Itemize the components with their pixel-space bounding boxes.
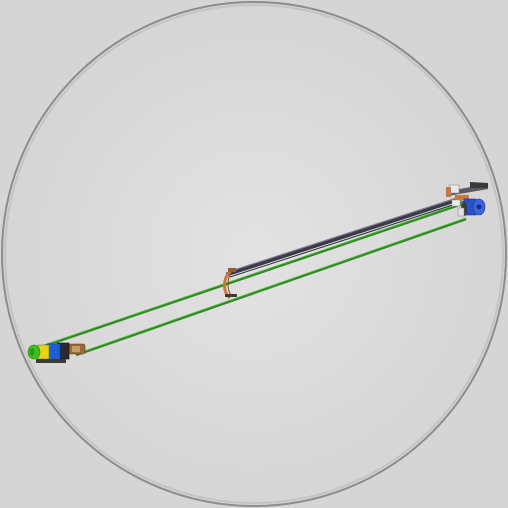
belt-upper-strand[interactable]	[43, 202, 463, 348]
middle-support-bracket[interactable]	[223, 268, 237, 300]
head-drive-unit[interactable]	[446, 182, 488, 217]
tail-drive-unit[interactable]	[27, 342, 86, 363]
belt-lower-strand[interactable]	[75, 217, 467, 357]
view-ring-inner	[4, 4, 504, 504]
conveyor-belt[interactable]	[43, 202, 467, 357]
upper-rail[interactable]	[226, 194, 469, 278]
